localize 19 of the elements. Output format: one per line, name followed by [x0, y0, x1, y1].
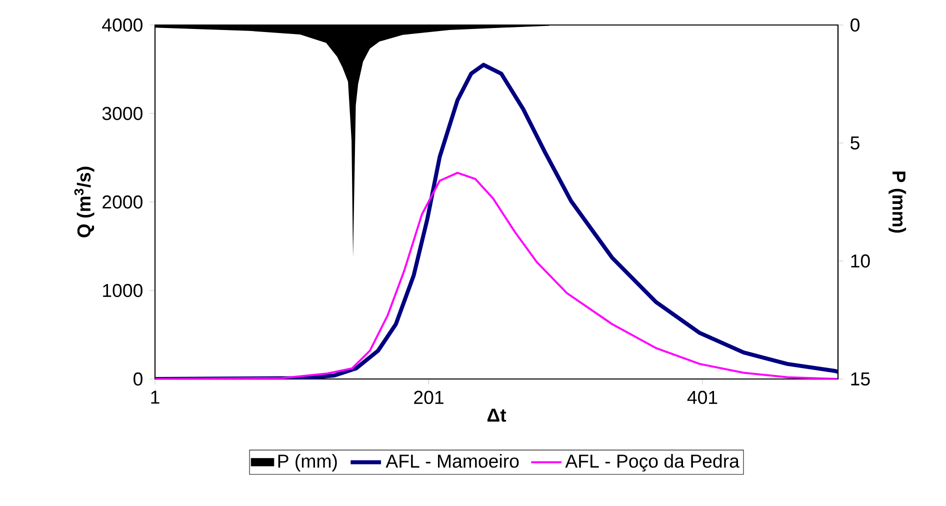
y2-tick-label: 10 [851, 254, 870, 268]
legend-label: AFL - Mamoeiro [386, 454, 519, 468]
y-tick-label: 0 [134, 372, 142, 386]
text: Q (m$^{3}$/s) [74, 166, 94, 238]
y-tick-label: 1000 [103, 284, 142, 298]
y2-tick-label: 5 [850, 136, 860, 150]
y2-axis-title: P (mm) [888, 172, 906, 233]
x-axis-title: Δt [487, 408, 506, 422]
y2-tick-label: 15 [851, 372, 870, 386]
x-tick-label: 1 [151, 390, 160, 404]
line-series [155, 172, 838, 379]
legend-label: P (mm) [278, 454, 337, 472]
y-tick-label: 2000 [102, 195, 142, 209]
y-tick-label: 3000 [102, 106, 142, 120]
y2-tick-label: 0 [850, 18, 860, 32]
x-tick-label: 201 [414, 390, 444, 404]
y-tick-label: 4000 [102, 18, 142, 32]
x-tick-label: 401 [687, 390, 718, 404]
legend-label: AFL - Poço da Pedra [565, 454, 740, 472]
